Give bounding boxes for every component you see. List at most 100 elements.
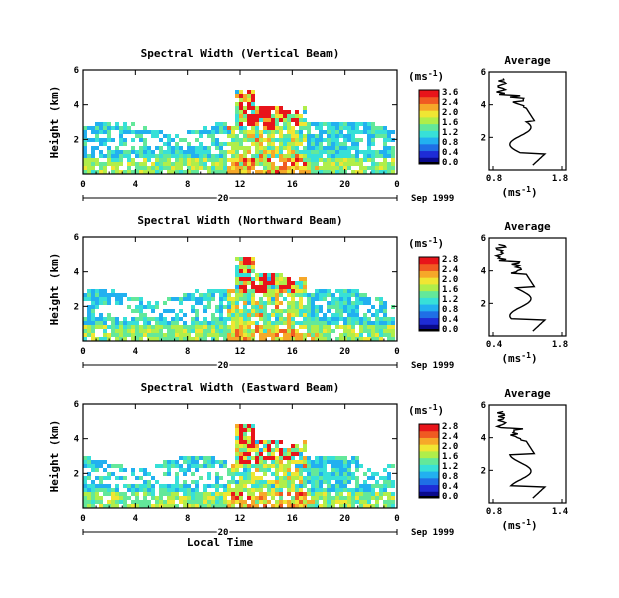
colorbar-segment: [419, 257, 439, 265]
average-x-tick-label: 0.8: [486, 174, 502, 184]
colorbar-segment: [419, 90, 439, 98]
colorbar-frame: [418, 423, 440, 499]
colorbar-tick-label: 0.4: [442, 315, 459, 325]
average-x-label-base: (ms: [501, 186, 521, 199]
date-month-label: Sep 1999: [411, 528, 454, 538]
x-tick-label: 0: [80, 514, 85, 524]
average-x-label: (ms-1): [501, 185, 537, 199]
y-tick-label: 2: [74, 135, 79, 145]
y-axis-label: Height (km): [48, 86, 61, 159]
colorbar-segment: [419, 450, 439, 459]
colorbar-segment: [419, 484, 439, 492]
x-tick-label: 0: [80, 180, 85, 190]
colorbar-unit-close: ): [438, 404, 445, 417]
average-x-label-exp: -1: [521, 351, 531, 360]
average-x-label-base: (ms: [501, 352, 521, 365]
x-tick-label: 8: [185, 514, 190, 524]
colorbar-tick-label: 2.4: [442, 98, 459, 108]
colorbar-segment: [419, 116, 439, 125]
x-tick-label: 4: [133, 514, 139, 524]
x-tick-label: 20: [339, 514, 350, 524]
colorbar-tick-label: 2.4: [442, 432, 459, 442]
x-tick-label: 16: [287, 347, 298, 357]
average-title: Average: [504, 387, 551, 400]
average-profile-line: [496, 78, 547, 166]
x-tick-label: 4: [133, 180, 139, 190]
average-frame: [488, 71, 567, 171]
average-frame: [488, 237, 567, 337]
average-x-tick-label: 1.4: [552, 507, 569, 517]
colorbar-tick-label: 0.8: [442, 138, 458, 148]
colorbar-tick-label: 0.4: [442, 482, 459, 492]
colorbar-tick-label: 2.0: [442, 108, 458, 118]
average-y-tick-label: 2: [481, 133, 486, 143]
average-y-tick-label: 2: [481, 299, 486, 309]
average-frame: [488, 404, 567, 504]
colorbar-unit: (ms-1): [408, 403, 444, 417]
colorbar-tick-label: 2.4: [442, 265, 459, 275]
average-x-label-close: ): [531, 519, 538, 532]
average-y-tick-label: 6: [481, 401, 486, 411]
x-tick-label: 12: [235, 180, 246, 190]
colorbar-segment: [419, 310, 439, 319]
colorbar-segment: [419, 317, 439, 325]
colorbar-segment: [419, 430, 439, 438]
colorbar-segment: [419, 304, 439, 312]
chart-title: Spectral Width (Vertical Beam): [141, 47, 340, 60]
x-tick-label: 12: [235, 347, 246, 357]
average-x-label-close: ): [531, 352, 538, 365]
colorbar-tick-label: 2.8: [442, 422, 458, 432]
colorbar-zero-band: [419, 162, 439, 164]
colorbar-tick-label: 1.2: [442, 128, 458, 138]
average-x-label: (ms-1): [501, 518, 537, 532]
colorbar-tick-label: 3.6: [442, 88, 458, 98]
panel-1: Spectral Width (Northward Beam) 6 4 2 Height…: [48, 214, 568, 373]
colorbar-tick-label: 0.0: [442, 492, 458, 502]
colorbar-tick-label: 2.0: [442, 442, 458, 452]
colorbar-segment: [419, 143, 439, 152]
colorbar-tick-label: 1.6: [442, 452, 458, 462]
x-tick-label: 20: [339, 347, 350, 357]
y-tick-label: 4: [74, 435, 80, 445]
x-tick-label: 0: [394, 514, 399, 524]
x-tick-label: 12: [235, 514, 246, 524]
date-day-label: 20: [218, 361, 229, 371]
average-x-label-base: (ms: [501, 519, 521, 532]
colorbar-segment: [419, 277, 439, 285]
x-tick-label: 8: [185, 180, 190, 190]
colorbar-tick-label: 1.2: [442, 295, 458, 305]
chart-title: Spectral Width (Eastward Beam): [141, 381, 340, 394]
panel-0: Spectral Width (Vertical Beam) 6 4 2 Height …: [48, 47, 568, 206]
colorbar-unit-exp: -1: [428, 403, 438, 412]
x-tick-label: 0: [394, 347, 399, 357]
y-tick-label: 6: [74, 400, 79, 410]
colorbar-unit-close: ): [438, 237, 445, 250]
colorbar-segment: [419, 437, 439, 445]
colorbar-segment: [419, 96, 439, 104]
date-day-label: 20: [218, 194, 229, 204]
colorbar-segment: [419, 263, 439, 271]
average-y-tick-label: 4: [481, 434, 487, 444]
colorbar-tick-label: 2.8: [442, 255, 458, 265]
colorbar-segment: [419, 290, 439, 298]
average-title: Average: [504, 54, 551, 67]
colorbar-unit-base: (ms: [408, 237, 428, 250]
colorbar-unit-close: ): [438, 70, 445, 83]
y-tick-label: 2: [74, 302, 79, 312]
average-x-tick-label: 0.4: [486, 340, 503, 350]
average-y-tick-label: 6: [481, 234, 486, 244]
x-tick-label: 16: [287, 514, 298, 524]
y-tick-label: 6: [74, 66, 79, 76]
colorbar-tick-label: 1.6: [442, 118, 458, 128]
colorbar-unit-base: (ms: [408, 70, 428, 83]
colorbar-segment: [419, 457, 439, 465]
y-tick-label: 2: [74, 469, 79, 479]
average-y-tick-label: 2: [481, 466, 486, 476]
colorbar-zero-band: [419, 496, 439, 498]
x-tick-label: 4: [133, 347, 139, 357]
average-x-tick-label: 0.8: [486, 507, 502, 517]
x-tick-label: 20: [339, 180, 350, 190]
colorbar-zero-band: [419, 329, 439, 331]
y-tick-label: 6: [74, 233, 79, 243]
